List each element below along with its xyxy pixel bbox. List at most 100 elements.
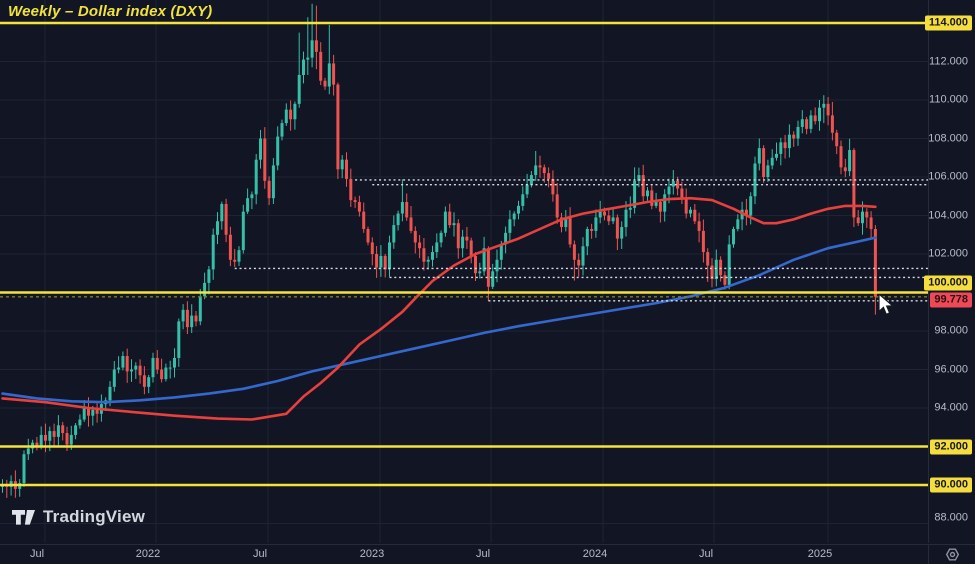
chart-title[interactable]: Weekly – Dollar index (DXY) [8, 3, 213, 20]
candle-body [615, 217, 619, 239]
candle-body [74, 425, 78, 435]
candle-body [585, 228, 589, 247]
candle-body [611, 217, 615, 222]
tradingview-mark-icon [12, 509, 35, 525]
candle-body [658, 202, 662, 212]
candle-body [418, 242, 422, 249]
tradingview-logo-text: TradingView [43, 507, 146, 526]
candle-body [138, 365, 142, 376]
candle-body [461, 236, 465, 249]
candle-body [203, 282, 207, 297]
candle-body [383, 255, 387, 270]
candle-body [650, 190, 654, 206]
candle-body [267, 180, 271, 199]
candle-body [482, 248, 486, 272]
candle-body [271, 165, 275, 199]
candle-body [173, 357, 176, 368]
candle-body [512, 213, 516, 220]
candle-body [280, 123, 284, 137]
candle-body [198, 296, 202, 322]
candle-body [594, 217, 598, 231]
candle-body [856, 217, 860, 224]
price-axis-label: 94.000 [934, 401, 968, 414]
candle-body [319, 51, 323, 81]
price-axis-label: 114.000 [924, 15, 972, 31]
candle-body [431, 252, 434, 260]
candle-body [852, 150, 856, 218]
candle-body [448, 211, 452, 226]
price-axis[interactable]: 114.000 112.000 110.000 108.000 106.000 104.0… [924, 0, 975, 543]
candle-body [710, 265, 714, 280]
ma-line-blue[interactable] [1, 236, 877, 404]
candle-body [504, 232, 508, 245]
candle-body [35, 442, 39, 447]
candle-body [134, 365, 138, 370]
candle-body [147, 377, 151, 387]
candle-body [538, 165, 542, 168]
candle-body [345, 159, 348, 179]
candle-body [689, 209, 692, 214]
candle-body [641, 175, 645, 197]
candle-body [701, 230, 705, 253]
candle-body [366, 228, 370, 243]
time-axis-label: 2023 [359, 548, 385, 560]
candle-body [160, 369, 164, 380]
candle-body [327, 63, 331, 87]
candle-body [211, 234, 215, 270]
candle-body [521, 194, 525, 206]
candle-body [873, 228, 877, 297]
candle-body [732, 228, 735, 245]
candle-body [568, 217, 572, 245]
candle-body [499, 244, 503, 260]
time-axis-label: 2024 [582, 548, 608, 560]
candle-body [783, 142, 787, 149]
plot-background [0, 0, 928, 543]
candle-body [865, 211, 869, 218]
time-axis-label: Jul [475, 548, 491, 560]
candle-body [177, 321, 181, 358]
tradingview-logo[interactable]: TradingView [12, 507, 145, 527]
candle-body [818, 107, 821, 122]
price-chart-canvas[interactable] [0, 0, 928, 543]
candle-body [456, 223, 460, 249]
price-axis-label: 106.000 [928, 170, 968, 183]
time-axis[interactable]: Jul 2022 Jul 2023 Jul 2024 Jul 2025 [0, 544, 928, 564]
candle-body [603, 211, 606, 216]
candle-body [289, 109, 293, 120]
candle-body [598, 211, 602, 218]
candle-body [547, 173, 551, 179]
ma-line-red[interactable] [1, 196, 877, 421]
mouse-cursor [878, 294, 895, 316]
candle-body [151, 357, 155, 378]
candle-body [190, 315, 194, 328]
settings-gear-icon[interactable] [945, 547, 960, 562]
candle-body [246, 198, 250, 212]
candle-body [757, 148, 761, 164]
candle-body [809, 115, 813, 129]
candle-body [392, 225, 396, 243]
price-axis-label: 96.000 [934, 363, 968, 375]
candle-body [848, 150, 852, 172]
candle-body [233, 259, 237, 262]
candle-body [813, 115, 817, 122]
candle-body [671, 180, 675, 187]
candle-body [117, 367, 121, 370]
candle-body [766, 165, 770, 177]
candle-body [676, 180, 680, 189]
candle-body [297, 74, 301, 104]
candle-body [439, 232, 443, 243]
candle-body [142, 375, 146, 387]
candle-body [452, 223, 456, 226]
candle-body [52, 431, 56, 437]
candle-body [426, 259, 430, 262]
candle-body [796, 126, 800, 139]
candle-body [542, 167, 546, 174]
candle-body [323, 80, 327, 87]
candle-body [61, 425, 65, 434]
candle-body [388, 242, 391, 270]
candle-body [69, 434, 73, 445]
candle-body [684, 198, 688, 214]
candle-body [306, 57, 310, 60]
time-axis-label: Jul [698, 548, 714, 560]
